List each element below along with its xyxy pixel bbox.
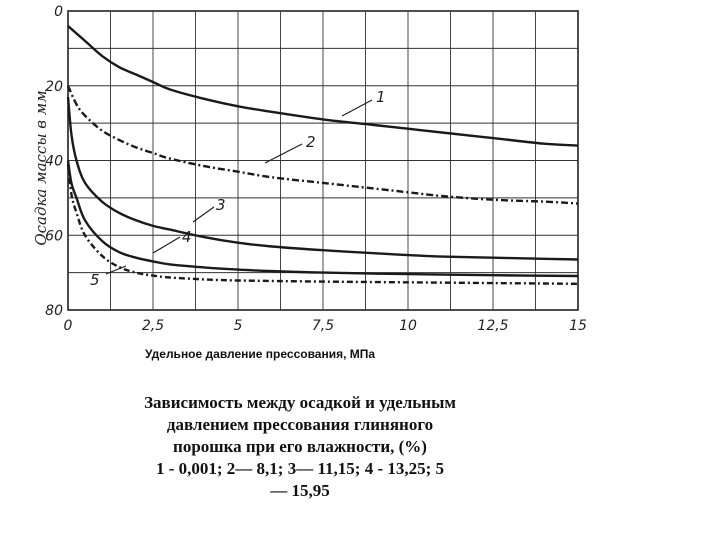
curves (66, 25, 579, 285)
curve-1 (67, 25, 579, 147)
x-tick-label: 7,5 (312, 318, 334, 334)
leader-4 (152, 236, 181, 254)
curve-leaders (105, 99, 373, 275)
curve-4 (66, 160, 579, 278)
x-tick-label: 2,5 (142, 318, 164, 334)
leader-1 (341, 99, 373, 117)
curve-label-3: 3 (216, 196, 226, 214)
leader-2 (264, 143, 303, 164)
caption-line-1: Зависимость между осадкой и удельным (144, 393, 456, 412)
y-tick-label: 60 (45, 228, 63, 244)
leader-5 (105, 265, 127, 275)
curve-3 (66, 96, 579, 261)
curve-2 (66, 85, 579, 205)
caption: Зависимость между осадкой и удельным дав… (100, 392, 500, 502)
curve-labels: 1 2 3 4 5 (90, 88, 386, 289)
curve-label-1: 1 (376, 88, 386, 106)
caption-line-5: — 15,95 (270, 481, 330, 500)
curve-5 (66, 164, 579, 285)
caption-line-4: 1 - 0,001; 2— 8,1; 3— 11,15; 4 - 13,25; … (155, 459, 445, 478)
y-tick-labels: 0 20 40 60 80 (45, 4, 63, 319)
x-tick-labels: 0 2,5 5 7,5 10 12,5 15 (64, 318, 587, 334)
x-tick-label: 10 (399, 318, 417, 334)
y-tick-label: 0 (54, 4, 63, 20)
chart: 0 20 40 60 80 0 2,5 5 7,5 10 12,5 15 1 2 3 4 5 Осадка … (32, 4, 587, 334)
x-axis-label: Удельное давление прессования, МПа (144, 347, 376, 361)
x-tick-label: 5 (234, 318, 243, 334)
y-tick-label: 20 (45, 79, 63, 95)
x-tick-label: 12,5 (477, 318, 508, 334)
curve-label-2: 2 (306, 133, 316, 151)
y-tick-label: 40 (45, 154, 63, 170)
y-tick-label: 80 (45, 303, 63, 319)
x-tick-label: 0 (64, 318, 73, 334)
curve-label-5: 5 (90, 271, 100, 289)
y-axis-label: Осадка массы в мм (32, 90, 50, 245)
caption-line-3: порошка при его влажности, (%) (173, 437, 427, 456)
caption-line-2: давлением прессования глиняного (166, 415, 434, 434)
curve-label-4: 4 (182, 228, 192, 246)
leader-3 (192, 206, 215, 223)
x-tick-label: 15 (569, 318, 587, 334)
grid (67, 10, 579, 311)
